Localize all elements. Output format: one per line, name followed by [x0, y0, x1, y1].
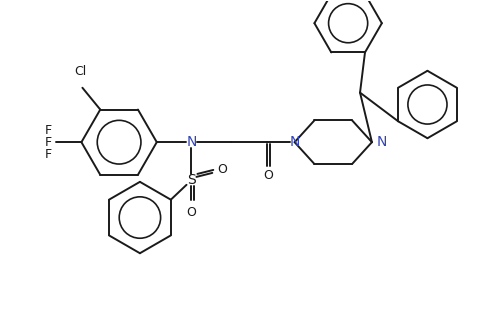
Text: O: O [263, 169, 273, 182]
Text: F: F [44, 136, 52, 149]
Text: N: N [289, 135, 300, 149]
Text: O: O [187, 206, 197, 219]
Text: O: O [217, 164, 227, 177]
Text: N: N [377, 135, 387, 149]
Text: F: F [44, 147, 52, 161]
Text: S: S [187, 173, 196, 187]
Text: F: F [44, 124, 52, 137]
Text: Cl: Cl [74, 65, 86, 78]
Text: N: N [186, 135, 197, 149]
